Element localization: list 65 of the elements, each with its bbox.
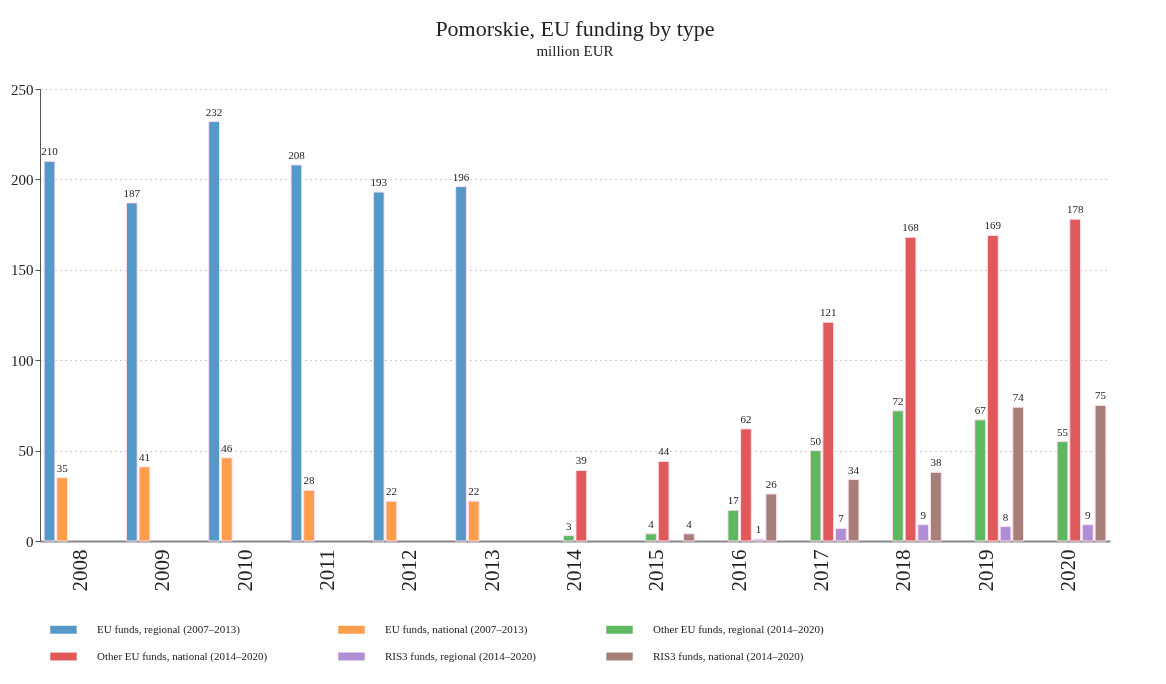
data-label: 193 bbox=[370, 176, 388, 189]
data-label: 3 bbox=[565, 519, 572, 532]
x-tick-label: 2011 bbox=[315, 549, 340, 591]
data-label: 55 bbox=[1057, 425, 1069, 438]
data-label: 35 bbox=[56, 461, 69, 474]
x-tick-label: 2020 bbox=[1055, 549, 1080, 592]
data-label: 178 bbox=[1066, 203, 1084, 216]
y-tick-label: 150 bbox=[11, 262, 34, 279]
legend-label: RIS3 funds, regional (2014–2020) bbox=[385, 649, 537, 663]
data-label: 9 bbox=[1085, 508, 1092, 521]
data-label: 50 bbox=[810, 434, 822, 447]
legend-label: Other EU funds, regional (2014–2020) bbox=[653, 622, 825, 636]
data-label: 44 bbox=[658, 445, 670, 458]
data-label: 121 bbox=[820, 306, 837, 319]
data-label: 22 bbox=[385, 485, 397, 498]
data-label: 34 bbox=[848, 463, 860, 476]
x-tick-label: 2013 bbox=[479, 549, 504, 592]
data-label: 168 bbox=[902, 221, 920, 234]
data-label: 28 bbox=[303, 474, 316, 487]
data-label: 232 bbox=[205, 105, 223, 118]
data-label: 4 bbox=[648, 517, 655, 530]
data-label: 26 bbox=[765, 477, 778, 490]
data-label: 8 bbox=[1002, 510, 1009, 523]
x-tick-label: 2014 bbox=[562, 549, 586, 592]
data-label: 169 bbox=[984, 219, 1002, 232]
chart-title: Pomorskie, EU funding by type bbox=[435, 16, 715, 41]
x-tick-label: 2010 bbox=[232, 549, 257, 592]
x-tick-label: 2008 bbox=[68, 549, 93, 592]
data-label: 38 bbox=[930, 456, 942, 469]
data-label: 1 bbox=[755, 523, 762, 536]
data-label: 208 bbox=[288, 148, 306, 161]
x-tick-label: 2019 bbox=[973, 549, 998, 592]
y-tick-label: 200 bbox=[11, 171, 34, 188]
data-label: 75 bbox=[1095, 389, 1107, 402]
data-label: 187 bbox=[123, 186, 141, 199]
data-label: 17 bbox=[727, 494, 740, 507]
y-tick-label: 100 bbox=[11, 352, 34, 369]
x-tick-label: 2018 bbox=[891, 549, 916, 592]
legend-label: EU funds, regional (2007–2013) bbox=[97, 622, 241, 636]
data-label: 210 bbox=[41, 145, 59, 158]
y-tick-label: 0 bbox=[26, 533, 34, 550]
data-label: 22 bbox=[468, 485, 480, 498]
x-tick-label: 2017 bbox=[808, 549, 833, 592]
x-tick-label: 2009 bbox=[150, 549, 175, 592]
data-label: 196 bbox=[452, 170, 470, 183]
data-label: 46 bbox=[221, 441, 233, 454]
legend-label: EU funds, national (2007–2013) bbox=[385, 622, 528, 636]
data-label: 74 bbox=[1012, 391, 1025, 404]
bar bbox=[683, 533, 695, 542]
data-label: 9 bbox=[920, 508, 927, 521]
data-label: 39 bbox=[575, 454, 588, 467]
legend-label: Other EU funds, national (2014–2020) bbox=[97, 649, 268, 663]
data-label: 62 bbox=[740, 412, 752, 425]
legend-label: RIS3 funds, national (2014–2020) bbox=[653, 649, 804, 663]
data-label: 4 bbox=[686, 517, 693, 530]
x-tick-label: 2015 bbox=[644, 549, 669, 592]
data-label: 67 bbox=[974, 403, 987, 416]
x-tick-label: 2012 bbox=[397, 549, 422, 592]
y-tick-label: 50 bbox=[18, 443, 34, 460]
data-label: 72 bbox=[892, 394, 904, 407]
data-label: 41 bbox=[138, 450, 150, 463]
x-tick-label: 2016 bbox=[726, 549, 751, 592]
y-tick-label: 250 bbox=[11, 81, 34, 98]
data-label: 7 bbox=[838, 512, 845, 525]
chart-subtitle: million EUR bbox=[536, 43, 614, 59]
